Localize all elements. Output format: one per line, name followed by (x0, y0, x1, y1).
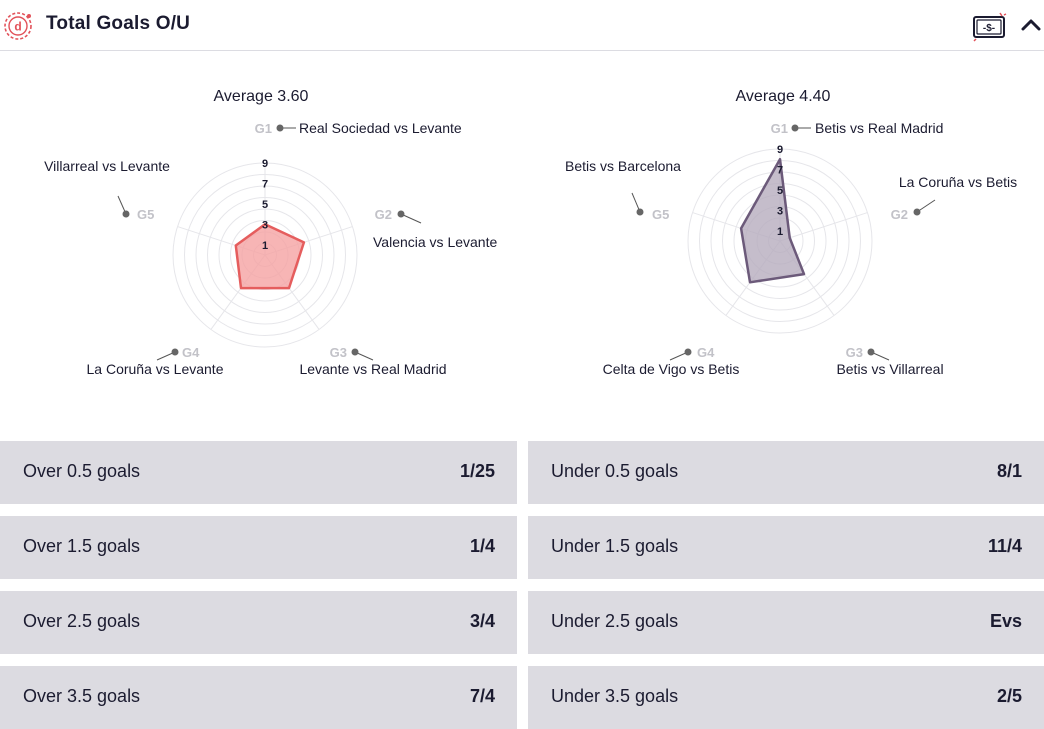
odds-label: Over 3.5 goals (23, 686, 141, 706)
game-id-label: G2 (891, 207, 908, 222)
series-polygon (739, 157, 806, 284)
odds-row-over-3-5[interactable]: Over 3.5 goals 7/4 (0, 666, 517, 729)
scale-tick-label: 1 (777, 226, 783, 238)
leader-dot (397, 210, 405, 218)
match-label: Valencia vs Levante (373, 234, 497, 250)
match-label: La Coruña vs Levante (87, 361, 224, 377)
game-id-label: G3 (846, 345, 863, 360)
match-label: La Coruña vs Betis (899, 174, 1017, 190)
odds-row-over-2-5[interactable]: Over 2.5 goals 3/4 (0, 591, 517, 654)
scale-tick-label: 3 (777, 205, 783, 217)
game-id-label: G4 (697, 345, 715, 360)
svg-text:d: d (14, 20, 21, 34)
odds-value: 7/4 (469, 686, 495, 706)
match-label: Betis vs Villarreal (836, 361, 943, 377)
match-label: Real Sociedad vs Levante (299, 120, 462, 136)
leader-dot (636, 208, 644, 216)
average-label: Average 4.40 (735, 88, 831, 105)
game-id-label: G4 (182, 345, 200, 360)
scale-tick-label: 3 (262, 219, 268, 231)
scale-tick-label: 9 (262, 158, 268, 170)
odds-label: Over 2.5 goals (23, 611, 141, 631)
game-id-label: G3 (330, 345, 347, 360)
d-logo-icon: d (4, 12, 32, 40)
odds-label: Under 3.5 goals (551, 686, 679, 706)
chevron-up-icon[interactable] (1020, 14, 1042, 36)
leader-dot (867, 348, 875, 356)
svg-text:-$-: -$- (983, 23, 995, 34)
leader-line (400, 213, 422, 224)
odds-row-under-2-5[interactable]: Under 2.5 goals Evs (528, 591, 1044, 654)
scale-tick-label: 7 (262, 178, 268, 190)
game-id-label: G5 (652, 207, 669, 222)
odds-label: Under 0.5 goals (551, 461, 679, 481)
odds-row-under-1-5[interactable]: Under 1.5 goals 11/4 (528, 516, 1044, 579)
odds-row-over-1-5[interactable]: Over 1.5 goals 1/4 (0, 516, 517, 579)
grid-spoke (779, 212, 868, 242)
odds-row-over-0-5[interactable]: Over 0.5 goals 1/25 (0, 441, 517, 504)
odds-value: 11/4 (987, 536, 1022, 556)
game-id-label: G1 (771, 121, 788, 136)
leader-line (916, 199, 936, 213)
radar-chart-left: Average 3.60 1 3 5 7 9 G1 Real Sociedad vs Lev… (0, 60, 522, 420)
game-id-label: G2 (375, 207, 392, 222)
leader-dot (791, 124, 799, 132)
odds-label: Over 0.5 goals (23, 461, 141, 481)
section-header: d Total Goals O/U -$- (0, 0, 1044, 51)
odds-value: 2/5 (996, 686, 1022, 706)
odds-value: Evs (989, 611, 1022, 631)
match-label: Villarreal vs Levante (44, 158, 170, 174)
leader-dot (171, 348, 179, 356)
scale-tick-label: 9 (777, 144, 783, 156)
match-label: Levante vs Real Madrid (299, 361, 446, 377)
odds-value: 3/4 (469, 611, 495, 631)
radar-svg: 1 3 5 7 9 G1 Betis vs Real Madrid G2 La Coruña v… (565, 120, 1017, 377)
leader-dot (684, 348, 692, 356)
match-label: Celta de Vigo vs Betis (603, 361, 740, 377)
average-label: Average 3.60 (213, 88, 309, 105)
scale-tick-label: 1 (262, 240, 268, 252)
leader-dot (122, 210, 130, 218)
section-title: Total Goals O/U (46, 13, 191, 34)
scale-tick-label: 5 (777, 185, 783, 197)
odds-label: Under 2.5 goals (551, 611, 679, 631)
odds-value: 1/4 (469, 536, 495, 556)
odds-row-under-0-5[interactable]: Under 0.5 goals 8/1 (528, 441, 1044, 504)
odds-row-under-3-5[interactable]: Under 3.5 goals 2/5 (528, 666, 1044, 729)
leader-dot (913, 208, 921, 216)
odds-value: 8/1 (996, 461, 1022, 481)
series-polygon (234, 223, 306, 290)
scale-tick-label: 5 (262, 199, 268, 211)
money-ticket-icon[interactable]: -$- (970, 10, 1008, 42)
game-id-label: G5 (137, 207, 154, 222)
radar-svg: 1 3 5 7 9 G1 Real Sociedad vs Levante G2 Valenci… (44, 120, 497, 377)
leader-dot (351, 348, 359, 356)
odds-label: Under 1.5 goals (551, 536, 679, 556)
leader-dot (276, 124, 284, 132)
scale-tick-label: 7 (777, 164, 783, 176)
odds-label: Over 1.5 goals (23, 536, 141, 556)
radar-chart-right: Average 4.40 1 3 5 7 9 G1 Betis vs Real Madrid… (522, 60, 1044, 420)
odds-value: 1/25 (459, 461, 495, 481)
game-id-label: G1 (255, 121, 272, 136)
match-label: Betis vs Real Madrid (815, 120, 943, 136)
match-label: Betis vs Barcelona (565, 158, 681, 174)
